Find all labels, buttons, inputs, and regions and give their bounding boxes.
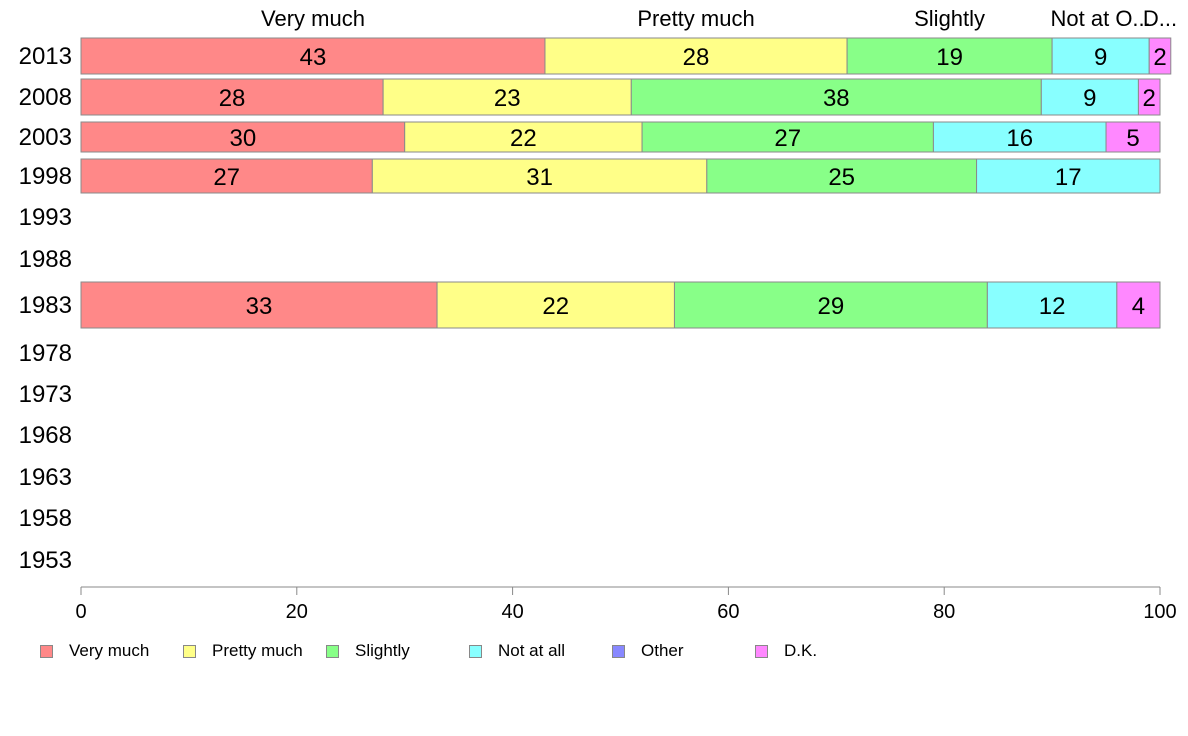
x-tick-label: 100: [1143, 601, 1176, 623]
legend-item: Slightly: [326, 641, 469, 661]
y-tick-label: 1998: [19, 163, 72, 190]
bar-segment: [986, 281, 1118, 329]
y-tick-label: 2013: [19, 43, 72, 70]
bar-value-label: 5: [1126, 125, 1139, 152]
bar-segment: [404, 121, 643, 153]
legend: Very much Pretty much Slightly Not at all Ot…: [40, 640, 855, 662]
bar-segment: [976, 158, 1161, 194]
bar-segment: [80, 281, 438, 329]
legend-label: Very much: [69, 641, 150, 660]
legend-swatch: [40, 644, 53, 658]
y-tick-label: 1978: [19, 340, 72, 367]
bar-segment: [630, 78, 1042, 116]
bars: 43 28 19 9 2 28 23 38 9 2 30 22 27 16 5 27 31 25 17 33 22 29 1…: [80, 37, 1172, 329]
x-tick-label: 20: [286, 601, 308, 623]
top-category-label: Very much: [261, 6, 365, 31]
legend-item: Other: [612, 641, 755, 661]
bar-segment: [80, 78, 384, 116]
bar-segment: [80, 158, 373, 194]
top-category-label: D...: [1143, 6, 1177, 31]
legend-item: Very much: [40, 641, 183, 661]
y-tick-label: 1958: [19, 505, 72, 532]
bar-segment: [846, 37, 1053, 75]
legend-label: Other: [641, 641, 684, 660]
y-tick-label: 1953: [19, 547, 72, 574]
x-tick-label: 40: [501, 601, 523, 623]
bar-segment: [1105, 121, 1161, 153]
y-tick-label: 1988: [19, 246, 72, 273]
y-tick-label: 2008: [19, 84, 72, 111]
y-tick-label: 1973: [19, 381, 72, 408]
bar-segment: [80, 37, 546, 75]
legend-label: Not at all: [498, 641, 566, 660]
bar-value-label: 43: [300, 44, 327, 71]
bar-value-label: 31: [526, 164, 553, 191]
legend-label: Pretty much: [212, 641, 303, 660]
bar-value-label: 25: [828, 164, 855, 191]
bar-value-label: 28: [219, 85, 246, 112]
bar-value-label: 30: [229, 125, 256, 152]
bar-value-label: 12: [1039, 293, 1066, 320]
x-tick-label: 60: [717, 601, 739, 623]
bar-value-label: 27: [774, 125, 801, 152]
x-tick-label: 80: [933, 601, 955, 623]
bar-value-label: 9: [1083, 85, 1096, 112]
y-tick-label: 1983: [19, 292, 72, 319]
top-category-label: Pretty much: [637, 6, 754, 31]
bar-segment: [1040, 78, 1139, 116]
bar-value-label: 19: [936, 44, 963, 71]
legend-label: Slightly: [355, 641, 410, 660]
bar-segment: [80, 121, 406, 153]
bar-value-label: 38: [823, 85, 850, 112]
x-tick-label: 0: [75, 601, 86, 623]
bar-value-label: 4: [1132, 293, 1145, 320]
bar-value-label: 29: [818, 293, 845, 320]
bar-segment: [382, 78, 632, 116]
top-category-label: Slightly: [914, 6, 985, 31]
legend-item: Pretty much: [183, 641, 326, 661]
y-axis-labels: 2013 2008 2003 1998 1993 1988 1983 1978 1973 1968…: [19, 43, 72, 574]
stacked-bar-chart: Very much Pretty much Slightly Not at O...D…: [19, 6, 1178, 623]
legend-item: Not at all: [469, 641, 612, 661]
bar-value-label: 2: [1143, 85, 1156, 112]
bar-segment: [932, 121, 1107, 153]
bar-value-label: 27: [213, 164, 240, 191]
y-tick-label: 2003: [19, 124, 72, 151]
legend-swatch: [755, 644, 768, 658]
bar-segment: [1137, 78, 1161, 116]
bar-segment: [1116, 281, 1161, 329]
x-axis: 0 20 40 60 80 100: [75, 586, 1177, 623]
legend-swatch: [326, 644, 339, 658]
bar-value-label: 2: [1153, 44, 1166, 71]
legend-swatch: [183, 644, 196, 658]
bar-value-label: 23: [494, 85, 521, 112]
y-tick-label: 1993: [19, 204, 72, 231]
y-tick-label: 1963: [19, 464, 72, 491]
legend-swatch: [469, 644, 482, 658]
top-category-labels: Very much Pretty much Slightly Not at O...D…: [261, 6, 1177, 31]
bar-value-label: 9: [1094, 44, 1107, 71]
legend-swatch: [612, 644, 625, 658]
bar-segment: [641, 121, 934, 153]
y-tick-label: 1968: [19, 422, 72, 449]
bar-segment: [1148, 37, 1172, 75]
bar-value-label: 22: [510, 125, 537, 152]
bar-value-label: 33: [246, 293, 273, 320]
legend-item: D.K.: [755, 641, 855, 661]
bar-segment: [544, 37, 848, 75]
bar-value-label: 28: [683, 44, 710, 71]
top-category-label: Not at O...: [1051, 6, 1151, 31]
bar-value-label: 17: [1055, 164, 1082, 191]
bar-value-label: 16: [1006, 125, 1033, 152]
bar-value-label: 22: [542, 293, 569, 320]
legend-label: D.K.: [784, 641, 818, 660]
